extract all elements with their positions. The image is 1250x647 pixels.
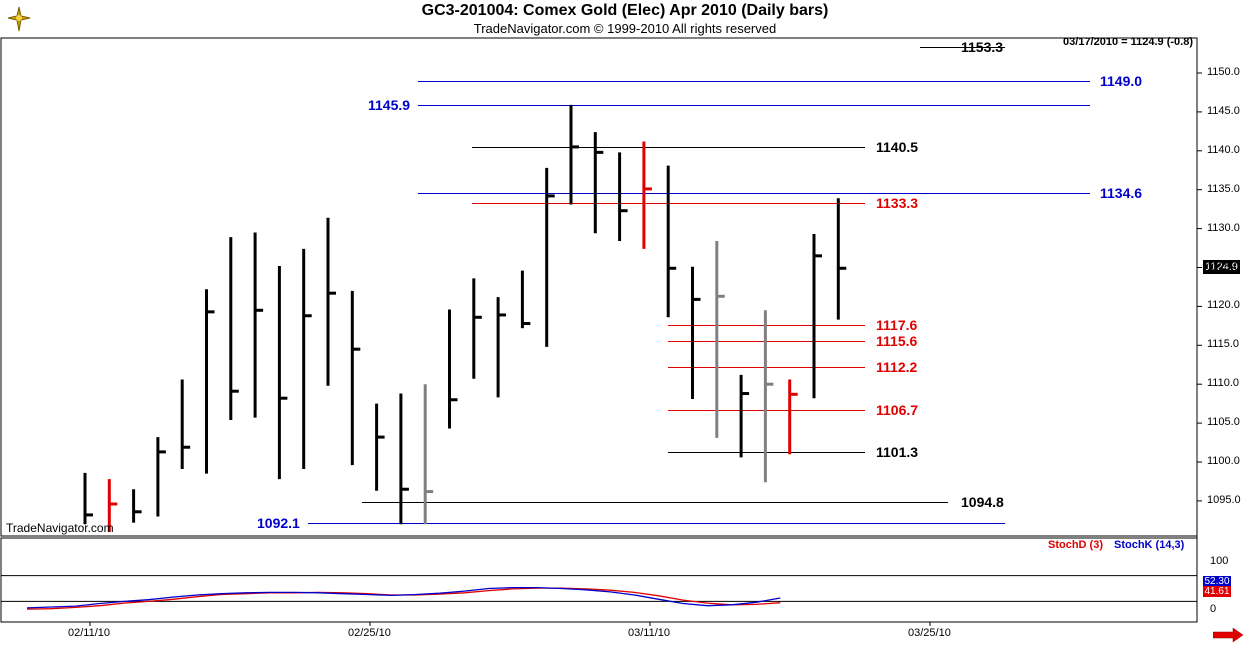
level-label: 1133.3 (876, 194, 919, 211)
chart-frame (0, 37, 1202, 626)
price-tick-label: 1115.0 (1207, 338, 1240, 351)
price-tick-label: 1135.0 (1207, 182, 1240, 195)
stochk-label: StochK (14,3) (1114, 539, 1185, 551)
main-panel-border (0, 37, 1198, 537)
stochd-label: StochD (3) (1048, 539, 1103, 551)
scroll-right-arrow-icon[interactable] (1212, 627, 1244, 647)
logo-icon (4, 4, 34, 39)
date-tick-label: 02/25/10 (348, 627, 391, 639)
level-label: 1149.0 (1100, 72, 1143, 89)
price-tick-label: 1100.0 (1207, 455, 1240, 467)
price-tick-label: 1110.0 (1207, 377, 1240, 390)
indicator-panel-border (0, 537, 1198, 623)
level-label: 1140.5 (876, 138, 919, 155)
level-label: 1134.6 (1100, 184, 1143, 201)
stochd-value-badge: 41.61 (1203, 586, 1231, 597)
stochastic-tick-label: 0 (1210, 603, 1217, 615)
level-label: 1094.8 (961, 493, 1004, 510)
level-label: 1106.7 (876, 401, 919, 418)
level-label: 1115.6 (876, 332, 918, 349)
stochk-line (26, 586, 781, 609)
level-label: 1117.6 (876, 316, 918, 333)
price-tick-label: 1105.0 (1207, 416, 1240, 429)
stochastic-tick-label: 100 (1210, 555, 1229, 567)
price-tick-label: 1130.0 (1207, 221, 1240, 234)
last-price-badge: 1124.9 (1203, 260, 1240, 274)
date-tick-label: 02/11/10 (68, 627, 111, 639)
price-tick-label: 1120.0 (1207, 299, 1240, 312)
date-tick-label: 03/11/10 (628, 627, 671, 639)
stochk-value-badge: 52.30 (1203, 576, 1231, 587)
chart-subtitle: TradeNavigator.com © 1999-2010 All right… (473, 21, 777, 36)
price-tick-label: 1140.0 (1207, 143, 1240, 156)
level-label: 1101.3 (876, 443, 919, 460)
stochastic-panel (1, 575, 1197, 610)
price-bars (83, 104, 847, 533)
level-label: 1153.3 (961, 38, 1004, 55)
price-tick-label: 1145.0 (1207, 104, 1240, 117)
level-label: 1112.2 (876, 358, 918, 375)
price-tick-label: 1125.0 (1207, 260, 1240, 273)
price-tick-label: 1150.0 (1207, 66, 1240, 78)
level-label: 1092.1 (257, 514, 300, 531)
watermark: TradeNavigator.com (6, 521, 114, 535)
level-label: 1145.9 (368, 96, 411, 113)
chart-title: GC3-201004: Comex Gold (Elec) Apr 2010 (… (421, 2, 829, 19)
stochd-line (26, 587, 781, 610)
last-price-info: 03/17/2010 = 1124.9 (-0.8) (1063, 36, 1193, 48)
price-tick-label: 1095.0 (1207, 493, 1241, 506)
date-tick-label: 03/25/10 (908, 627, 951, 639)
